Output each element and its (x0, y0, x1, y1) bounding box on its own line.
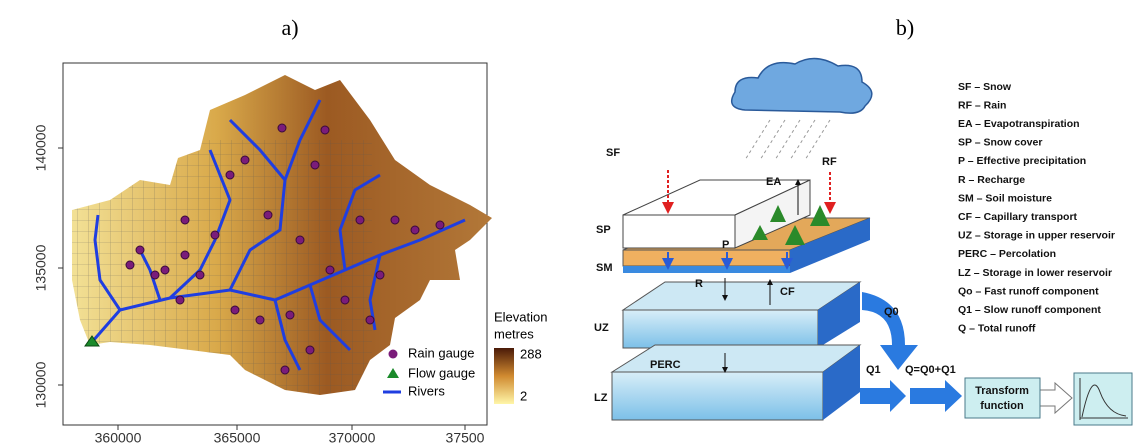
soil-layer (623, 180, 870, 273)
legend-label: Flow gauge (408, 365, 475, 380)
diagram-label: SM (596, 262, 613, 274)
diagram-label: PERC (650, 359, 681, 371)
panel-label: a) (281, 15, 298, 40)
legend-label: Rivers (408, 383, 445, 398)
key-entry: P – Effective precipitation (958, 155, 1086, 167)
panel-label: b) (896, 15, 914, 40)
legend-label: Rain gauge (408, 345, 475, 360)
cloud (732, 58, 872, 160)
legend-swatch (389, 350, 398, 359)
diagram-label: EA (766, 176, 781, 188)
x-tick-label: 370000 (329, 430, 376, 446)
abbreviation-key: SF – Snow RF – Rain EA – Evapotranspiratio… (958, 81, 1115, 335)
diagram-label: UZ (594, 322, 609, 334)
colorbar-title: Elevation (494, 309, 547, 324)
key-entry: Q – Total runoff (958, 323, 1036, 335)
key-entry: PERC – Percolation (958, 248, 1056, 260)
diagram-label: SP (596, 224, 611, 236)
upper-zone (623, 282, 860, 348)
x-tick-label: 37500 (446, 430, 485, 446)
figure: a) Rain gauge Flow gauge Rivers Elevatio… (0, 0, 1134, 447)
y-tick-label: 130000 (33, 361, 49, 408)
y-tick-label: 140000 (33, 124, 49, 171)
lower-zone (612, 345, 860, 420)
key-entry: SP – Snow cover (958, 137, 1042, 149)
diagram-label: R (695, 278, 703, 290)
key-entry: SF – Snow (958, 81, 1012, 93)
diagram-label: function (980, 400, 1024, 412)
colorbar-label: 288 (520, 346, 542, 361)
key-entry: SM – Soil moisture (958, 192, 1052, 204)
key-entry: Qo – Fast runoff component (958, 285, 1099, 297)
colorbar-unit: metres (494, 326, 534, 341)
y-tick-label: 135000 (33, 244, 49, 291)
diagram-label: Transform (975, 385, 1029, 397)
key-entry: R – Recharge (958, 174, 1025, 186)
diagram-label: RF (822, 156, 837, 168)
diagram-label: SF (606, 147, 620, 159)
key-entry: LZ – Storage in lower reservoir (958, 267, 1112, 279)
colorbar-label: 2 (520, 388, 527, 403)
key-entry: UZ – Storage in upper reservoir (958, 230, 1115, 242)
diagram-label: Q0 (884, 306, 899, 318)
diagram-label: Q1 (866, 364, 881, 376)
key-entry: CF – Capillary transport (958, 211, 1078, 223)
key-entry: Q1 – Slow runoff component (958, 304, 1101, 316)
diagram-label: LZ (594, 392, 608, 404)
key-entry: RF – Rain (958, 99, 1006, 111)
x-tick-label: 360000 (95, 430, 142, 446)
colorbar (494, 348, 514, 404)
x-tick-label: 365000 (214, 430, 261, 446)
diagram-label: Q=Q0+Q1 (905, 364, 956, 376)
key-entry: EA – Evapotranspiration (958, 118, 1080, 130)
diagram-label: P (722, 239, 729, 251)
diagram-label: CF (780, 286, 795, 298)
